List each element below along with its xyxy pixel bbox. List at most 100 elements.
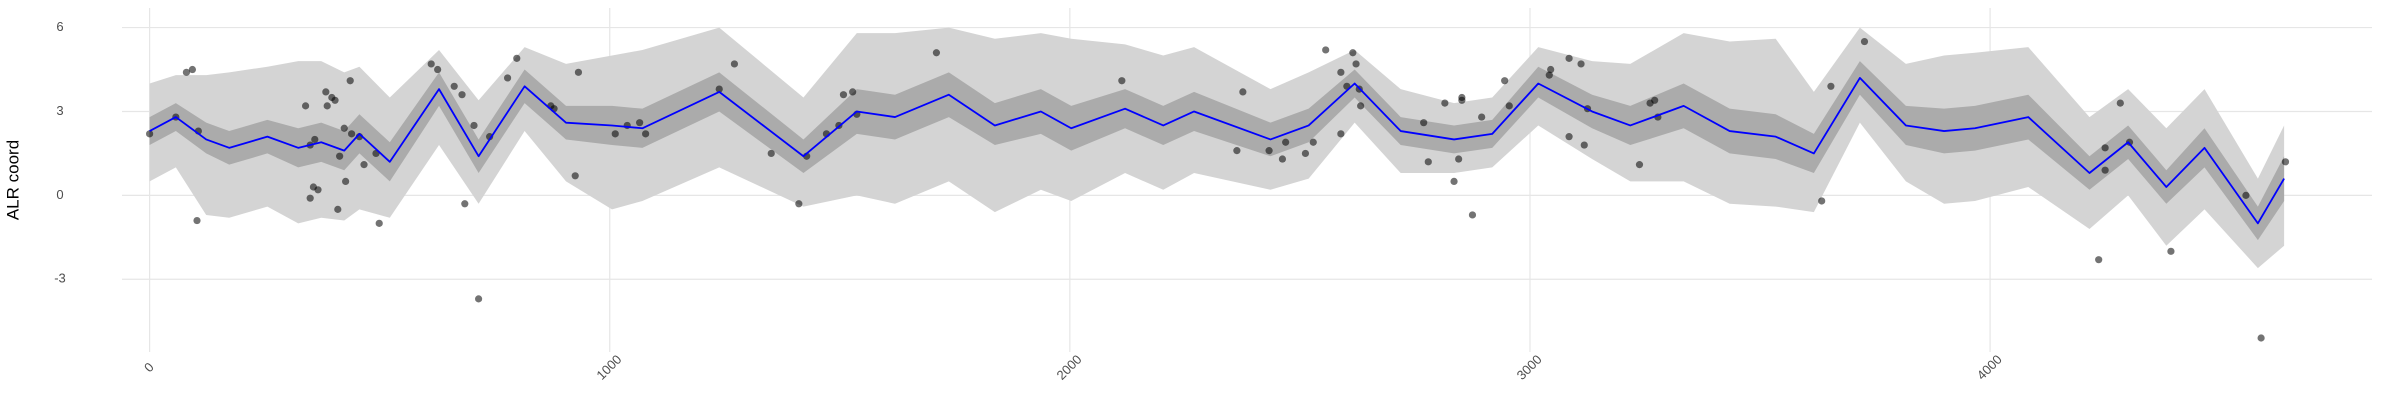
data-point	[503, 74, 512, 82]
data-point	[1309, 138, 1317, 146]
data-point	[715, 85, 723, 93]
x-tick-label: 3000	[1514, 352, 1545, 383]
data-point	[2095, 256, 2103, 264]
data-point	[360, 161, 368, 169]
data-point	[1322, 46, 1330, 54]
y-tick-label: 0	[56, 187, 63, 202]
data-point	[314, 186, 322, 194]
data-point	[2167, 247, 2175, 255]
data-point	[1352, 60, 1360, 68]
data-point	[1450, 177, 1458, 185]
data-point	[1505, 102, 1513, 110]
data-point	[2116, 99, 2124, 107]
confidence-band	[149, 61, 2285, 241]
data-point	[1565, 133, 1573, 141]
data-point	[1545, 71, 1553, 79]
data-point	[1265, 147, 1273, 155]
data-point	[2242, 191, 2250, 199]
data-point	[323, 102, 331, 110]
data-point	[1357, 102, 1365, 110]
data-point	[1501, 77, 1509, 85]
data-point	[306, 194, 314, 202]
data-point	[1565, 54, 1573, 62]
data-point	[642, 130, 650, 138]
y-tick-label: -3	[54, 271, 66, 286]
data-point	[2101, 166, 2109, 174]
data-point	[839, 91, 848, 99]
data-point	[340, 124, 348, 132]
data-point	[795, 200, 803, 208]
data-point	[182, 68, 191, 76]
data-point	[1478, 113, 1486, 121]
data-point	[730, 60, 739, 68]
data-point	[322, 88, 330, 96]
data-point	[1635, 161, 1644, 169]
data-point	[458, 91, 466, 99]
data-point	[342, 177, 350, 185]
data-point	[331, 96, 339, 104]
data-point	[188, 65, 196, 74]
data-point	[1547, 65, 1555, 74]
x-tick-label: 2000	[1054, 352, 1085, 383]
data-point	[474, 295, 483, 303]
data-point	[461, 200, 469, 208]
data-point	[346, 77, 354, 85]
data-point	[1468, 211, 1477, 219]
data-point	[1118, 77, 1126, 85]
x-tick-label: 1000	[593, 352, 624, 383]
data-point	[2281, 158, 2290, 166]
data-point	[1349, 49, 1357, 57]
x-tick-label: 4000	[1974, 352, 2005, 383]
data-point	[849, 88, 857, 96]
data-point	[301, 102, 310, 110]
data-point	[193, 216, 201, 225]
data-point	[1455, 155, 1463, 163]
data-point	[1337, 130, 1345, 138]
data-point	[2257, 334, 2265, 342]
data-point	[1646, 99, 1654, 107]
data-point	[2101, 144, 2109, 152]
data-point	[434, 65, 442, 74]
data-point	[427, 60, 435, 68]
data-point	[375, 219, 383, 227]
fitted-line	[149, 77, 2285, 225]
data-point	[1580, 141, 1588, 149]
data-point	[1301, 149, 1310, 158]
data-point	[450, 82, 458, 90]
data-point	[1441, 99, 1449, 107]
data-point	[1420, 119, 1428, 127]
data-point	[2125, 138, 2134, 146]
data-point	[334, 205, 342, 213]
data-point	[932, 49, 941, 57]
data-point	[348, 130, 356, 138]
data-point	[1282, 138, 1290, 146]
data-point	[1860, 37, 1869, 46]
data-point	[1424, 158, 1432, 166]
data-point	[1239, 88, 1247, 96]
confidence-band	[149, 27, 2285, 269]
data-point	[611, 130, 619, 138]
data-point	[1278, 155, 1287, 163]
data-point	[767, 149, 775, 158]
data-point	[336, 152, 344, 160]
data-point	[1827, 82, 1835, 90]
x-tick-label: 0	[141, 359, 157, 375]
data-point	[513, 54, 521, 62]
data-point	[1337, 68, 1345, 76]
data-point	[1233, 147, 1241, 155]
data-point	[571, 172, 579, 180]
y-axis-title: ALR coord	[3, 140, 22, 220]
data-point	[574, 68, 583, 76]
data-point	[1458, 96, 1466, 104]
data-point	[470, 121, 478, 130]
data-point	[1577, 60, 1585, 68]
y-tick-label: 3	[56, 103, 63, 118]
data-point	[486, 133, 494, 141]
data-point	[311, 135, 319, 144]
data-point	[1818, 197, 1826, 205]
y-tick-label: 6	[56, 19, 63, 34]
data-point	[636, 119, 644, 127]
data-point	[146, 130, 154, 138]
